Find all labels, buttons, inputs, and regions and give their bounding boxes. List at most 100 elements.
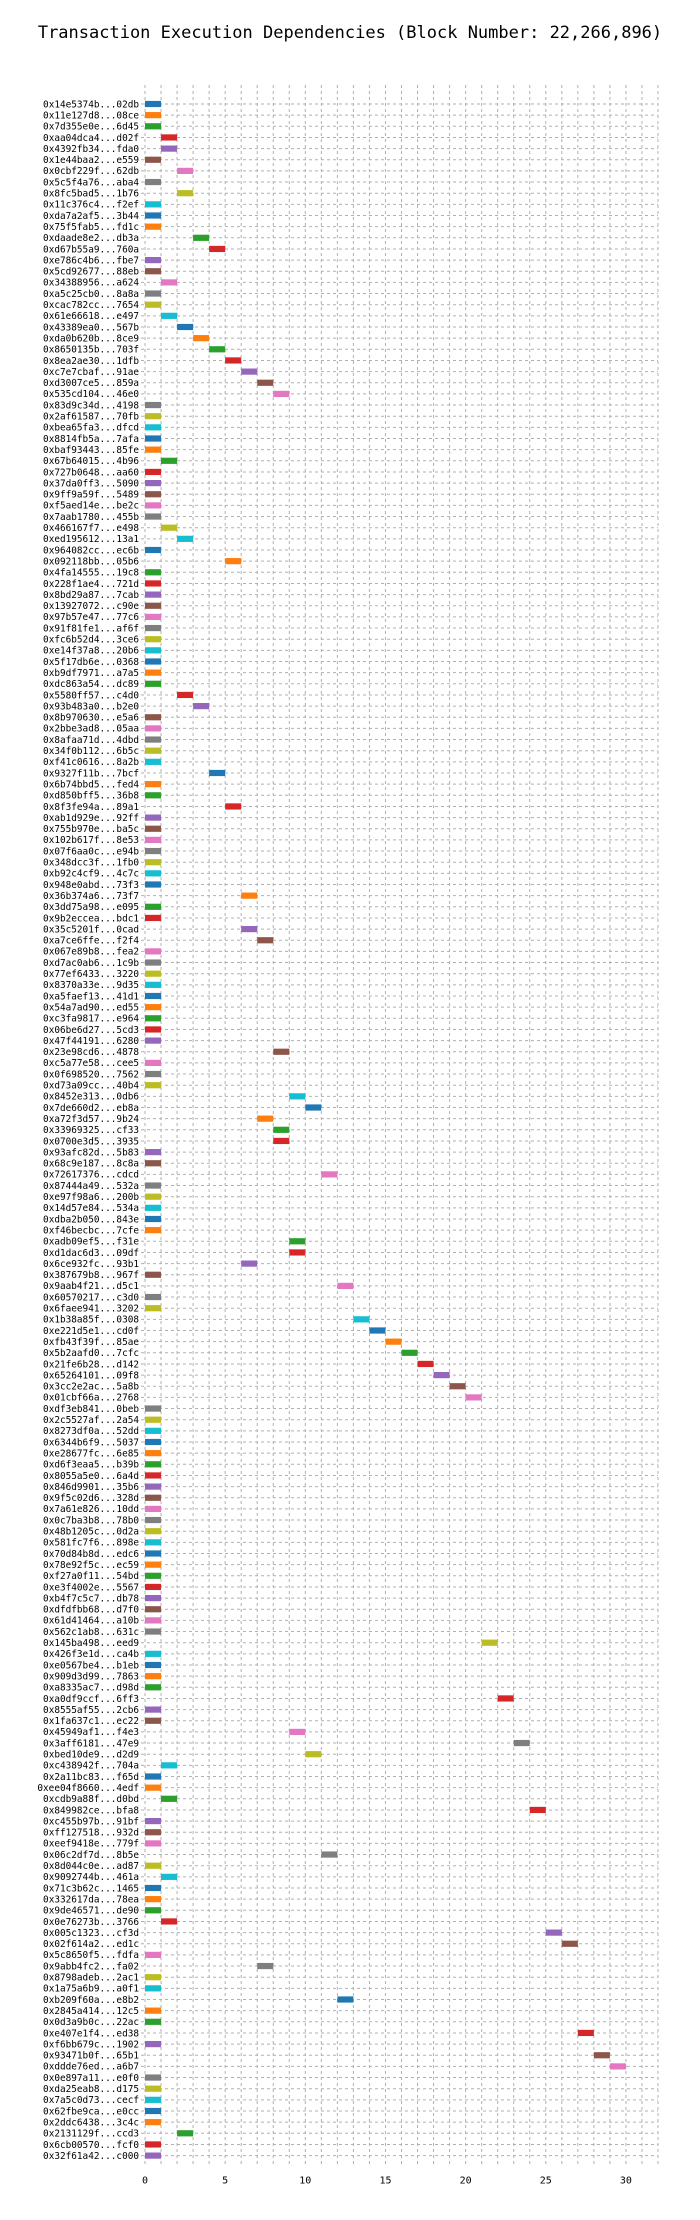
tx-label: 0xbaf93443...85fe bbox=[43, 445, 139, 456]
tx-bar bbox=[145, 792, 162, 799]
x-tick-label: 15 bbox=[379, 2176, 391, 2187]
tx-label: 0x68c9e187...8c8a bbox=[43, 1159, 139, 1170]
tx-bar bbox=[145, 1951, 162, 1958]
tx-label: 0x9abb4fc2...fa02 bbox=[43, 1961, 139, 1972]
tx-label: 0x48b1205c...0d2a bbox=[43, 1527, 139, 1538]
tx-bar bbox=[145, 1160, 162, 1167]
tx-bar bbox=[145, 546, 162, 554]
tx-bar bbox=[145, 825, 162, 832]
tx-label: 0x72617376...cdcd bbox=[43, 1170, 139, 1181]
tx-bar bbox=[273, 1137, 290, 1145]
tx-bar bbox=[145, 948, 162, 955]
tx-label: 0xd67b55a9...760a bbox=[43, 244, 139, 255]
tx-bar bbox=[145, 1004, 162, 1011]
tx-bar bbox=[145, 1305, 162, 1312]
tx-label: 0x2c5527af...2a54 bbox=[43, 1415, 139, 1426]
tx-bar bbox=[289, 1249, 306, 1256]
tx-bar bbox=[177, 167, 194, 174]
tx-label: 0x562c1ab8...631c bbox=[43, 1627, 139, 1638]
tx-label: 0xf41c0616...8a2b bbox=[43, 757, 139, 768]
tx-label: 0x5cd92677...88eb bbox=[43, 267, 139, 278]
tx-bar bbox=[289, 1238, 306, 1245]
tx-label: 0x102b617f...8e53 bbox=[43, 835, 139, 846]
tx-label: 0xdf3eb841...0beb bbox=[43, 1404, 139, 1415]
tx-label: 0x87444a49...532a bbox=[43, 1181, 139, 1192]
tx-bar bbox=[257, 379, 274, 386]
tx-bar bbox=[177, 535, 194, 542]
tx-bar bbox=[145, 580, 162, 587]
tx-bar bbox=[609, 2063, 626, 2070]
tx-bar bbox=[145, 1717, 162, 1724]
tx-label: 0xb4f7c5c7...db78 bbox=[43, 1593, 139, 1604]
tx-label: 0x9092744b...461a bbox=[43, 1872, 139, 1883]
tx-bar bbox=[177, 2130, 194, 2137]
tx-bar bbox=[193, 703, 210, 710]
tx-bar bbox=[145, 1227, 162, 1234]
tx-bar bbox=[161, 1873, 178, 1880]
tx-bar bbox=[177, 691, 194, 699]
tx-bar bbox=[145, 1405, 162, 1412]
tx-bar bbox=[145, 1182, 162, 1189]
tx-bar bbox=[145, 446, 162, 453]
tx-label: 0x7a5c0d73...cecf bbox=[43, 2095, 139, 2106]
tx-bar bbox=[145, 2018, 162, 2025]
tx-bar bbox=[145, 859, 162, 866]
tx-label: 0x45949af1...f4e3 bbox=[43, 1727, 139, 1738]
tx-bar bbox=[161, 134, 178, 141]
tx-bar bbox=[145, 1070, 162, 1078]
tx-bar bbox=[161, 1795, 178, 1802]
tx-bar bbox=[273, 1126, 290, 1133]
tx-bar bbox=[145, 1818, 162, 1825]
tx-label: 0x37da0ff3...5090 bbox=[43, 478, 139, 489]
tx-bar bbox=[145, 513, 162, 520]
tx-bar bbox=[145, 1673, 162, 1680]
tx-bar bbox=[145, 1840, 162, 1847]
tx-bar bbox=[241, 368, 258, 375]
tx-label: 0xddde76ed...a6b7 bbox=[43, 2062, 139, 2073]
tx-label: 0x964082cc...ec6b bbox=[43, 545, 139, 556]
tx-label: 0xa72f3d57...9b24 bbox=[43, 1114, 139, 1125]
tx-bar bbox=[145, 1483, 162, 1490]
tx-label: 0xa7ce6ffe...f2f4 bbox=[43, 936, 139, 947]
tx-label: 0xd850bff5...36b8 bbox=[43, 791, 139, 802]
tx-label: 0x93afc82d...5b83 bbox=[43, 1147, 139, 1158]
tx-label: 0xc5a77e58...cee5 bbox=[43, 1058, 139, 1069]
tx-bar bbox=[401, 1349, 418, 1356]
tx-bar bbox=[353, 1316, 370, 1323]
tx-bar bbox=[145, 914, 162, 922]
tx-label: 0x93b483a0...b2e0 bbox=[43, 701, 139, 712]
tx-bar bbox=[145, 2074, 162, 2081]
tx-bar bbox=[305, 1104, 322, 1111]
tx-bar bbox=[177, 190, 194, 197]
x-tick-label: 20 bbox=[460, 2176, 472, 2187]
tx-label: 0xe786c4b6...fbe7 bbox=[43, 255, 139, 266]
tx-label: 0x9327f11b...7bcf bbox=[43, 768, 139, 779]
tx-bar bbox=[145, 1650, 162, 1657]
tx-label: 0x02f614a2...ed1c bbox=[43, 1939, 139, 1950]
tx-bar bbox=[145, 1896, 162, 1903]
tx-bar bbox=[257, 1115, 274, 1122]
tx-bar bbox=[145, 992, 162, 1000]
tx-bar bbox=[145, 401, 162, 409]
chart-title: Transaction Execution Dependencies (Bloc… bbox=[38, 23, 662, 43]
tx-label: 0xdaade8e2...db3a bbox=[43, 233, 139, 244]
tx-label: 0x23e98cd6...4878 bbox=[43, 1047, 139, 1058]
tx-bar bbox=[145, 680, 162, 687]
tx-label: 0xe221d5e1...cd0f bbox=[43, 1326, 139, 1337]
tx-label: 0x70d84b8d...edc6 bbox=[43, 1549, 139, 1560]
tx-label: 0x13927072...c90e bbox=[43, 601, 139, 612]
tx-bar bbox=[145, 1416, 162, 1423]
tx-bar bbox=[193, 234, 210, 241]
tx-bar bbox=[145, 1204, 162, 1211]
tx-bar bbox=[145, 1215, 162, 1223]
tx-bar bbox=[257, 1962, 274, 1970]
x-tick-label: 30 bbox=[620, 2176, 632, 2187]
tx-bar bbox=[145, 468, 162, 476]
tx-label: 0x0d3a9b0c...22ac bbox=[43, 2017, 139, 2028]
tx-bar bbox=[289, 1728, 306, 1735]
tx-label: 0x0cbf229f...62db bbox=[43, 166, 139, 177]
tx-bar bbox=[145, 435, 162, 442]
tx-label: 0xcdb9a88f...d0bd bbox=[43, 1794, 139, 1805]
tx-label: 0x8b970630...e5a6 bbox=[43, 713, 139, 724]
